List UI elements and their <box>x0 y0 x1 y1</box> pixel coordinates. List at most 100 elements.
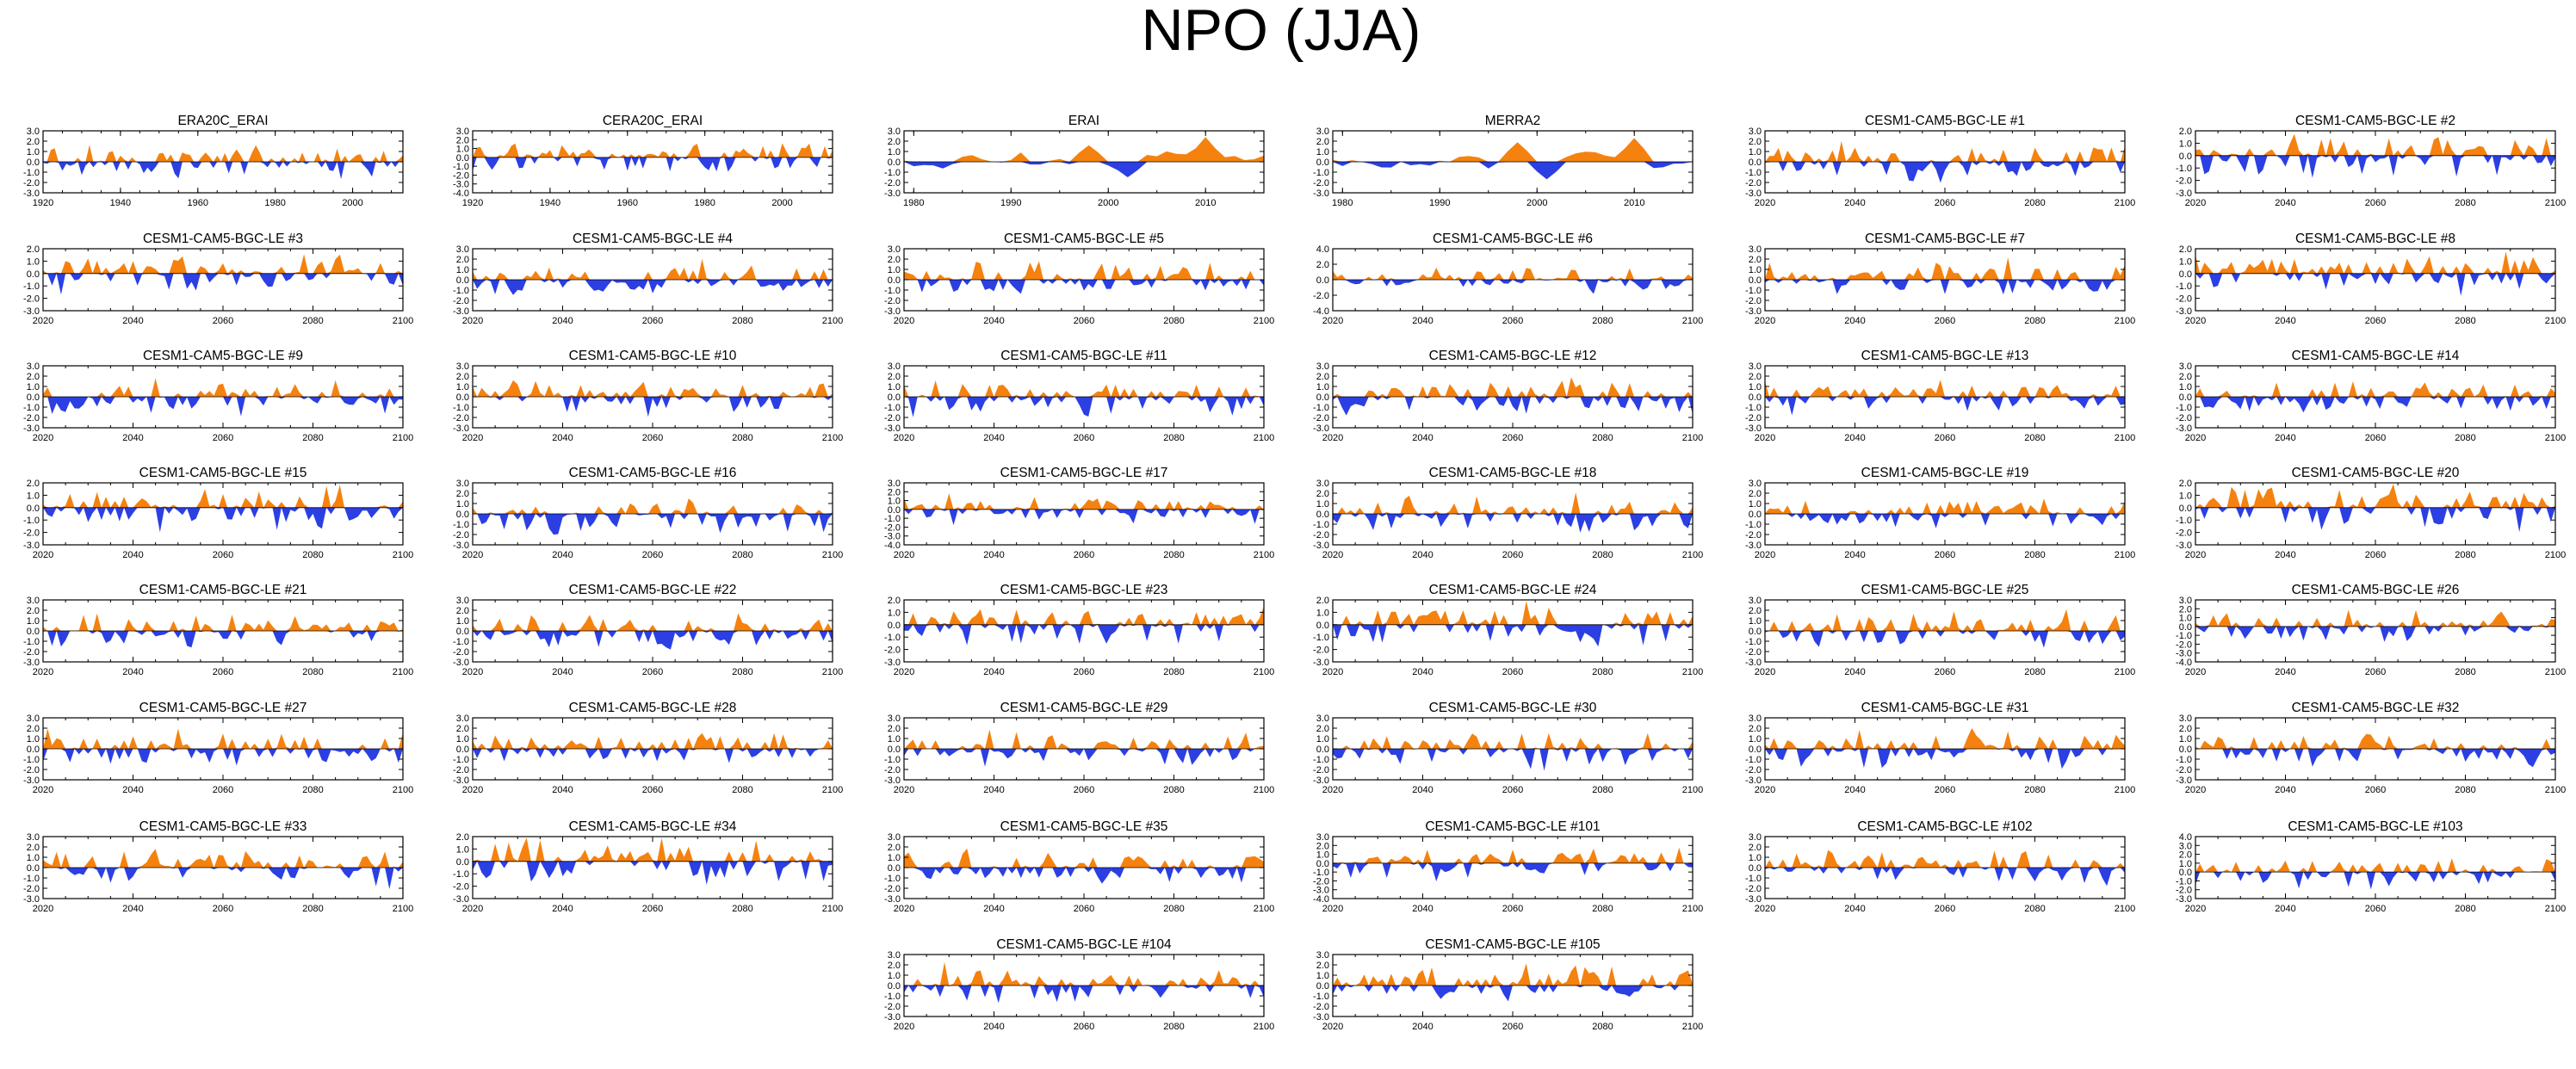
y-tick-label: -4.0 <box>2176 658 2192 668</box>
y-tick-label: 2.0 <box>888 724 901 734</box>
x-tick-label: 2020 <box>1322 550 1343 560</box>
x-tick-label: 2100 <box>822 667 843 677</box>
negative-area <box>473 861 833 885</box>
y-tick-label: -2.0 <box>23 765 40 775</box>
y-tick-label: 0.0 <box>27 158 40 168</box>
positive-area <box>904 848 1264 868</box>
panel-40: CESM1-CAM5-BGC-LE #101 3.02.01.00.0-1.0-2… <box>1313 819 1703 914</box>
x-tick-label: 2080 <box>732 667 752 677</box>
y-tick-label: 3.0 <box>888 832 901 843</box>
negative-area <box>2195 507 2555 533</box>
y-tick-label: 0.0 <box>888 275 901 286</box>
y-tick-label: -1.0 <box>1745 403 1762 413</box>
positive-area <box>1765 380 2125 397</box>
y-tick-label: -1.0 <box>2176 516 2192 526</box>
y-tick-label: -2.0 <box>1313 646 1329 656</box>
y-tick-label: -1.0 <box>1313 633 1329 643</box>
y-tick-label: -1.0 <box>1745 755 1762 765</box>
x-tick-label: 2080 <box>732 785 752 795</box>
y-tick-label: 4.0 <box>2179 832 2192 843</box>
y-tick-label: -3.0 <box>1745 188 1762 199</box>
panel-11: CESM1-CAM5-BGC-LE #7 3.02.01.00.0-1.0-2.0… <box>1745 232 2135 326</box>
y-tick-label: -1.0 <box>2176 281 2192 292</box>
negative-area <box>1333 749 1693 771</box>
y-tick-label: 2.0 <box>456 255 469 265</box>
x-tick-label: 2060 <box>1502 667 1523 677</box>
y-tick-label: 3.0 <box>1316 950 1329 961</box>
x-tick-label: 2020 <box>1322 667 1343 677</box>
y-tick-label: 3.0 <box>456 127 469 137</box>
y-tick-label: 1.0 <box>456 499 469 510</box>
y-tick-label: 3.0 <box>888 714 901 724</box>
y-tick-label: -2.0 <box>453 647 469 658</box>
x-tick-label: 2080 <box>1163 904 1184 914</box>
panel-35: CESM1-CAM5-BGC-LE #31 3.02.01.00.0-1.0-2.… <box>1745 701 2135 795</box>
panel-title: CESM1-CAM5-BGC-LE #8 <box>2295 232 2455 246</box>
positive-area <box>43 254 403 274</box>
x-tick-label: 2020 <box>2185 316 2206 326</box>
y-tick-label: 0.0 <box>27 627 40 637</box>
x-tick-label: 2080 <box>732 316 752 326</box>
panel-title: CESM1-CAM5-BGC-LE #13 <box>1861 349 2029 363</box>
x-tick-label: 2020 <box>1755 667 1775 677</box>
positive-area <box>43 613 403 631</box>
panel-27: CESM1-CAM5-BGC-LE #23 2.0 1.0 0.0 -1.0 -2.0 -3… <box>884 583 1274 677</box>
y-tick-label: -2.0 <box>2176 640 2192 650</box>
x-tick-label: 2080 <box>302 904 323 914</box>
x-tick-label: 2040 <box>2275 316 2295 326</box>
y-tick-label: 2.0 <box>27 244 40 255</box>
panel-title: CESM1-CAM5-BGC-LE #30 <box>1429 701 1597 715</box>
x-tick-label: 2100 <box>822 550 843 560</box>
x-tick-label: 2060 <box>213 904 233 914</box>
x-tick-label: 2020 <box>2185 550 2206 560</box>
x-tick-label: 2020 <box>894 904 914 914</box>
y-tick-label: -3.0 <box>1745 306 1762 317</box>
y-tick-label: 1.0 <box>456 382 469 392</box>
x-tick-label: 2080 <box>1592 904 1613 914</box>
x-tick-label: 2020 <box>1755 433 1775 443</box>
y-tick-label: 2.0 <box>1749 606 1762 616</box>
y-tick-label: 1.0 <box>27 853 40 863</box>
x-tick-label: 2100 <box>393 904 413 914</box>
x-tick-label: 2020 <box>1755 785 1775 795</box>
x-tick-label: 2060 <box>1935 785 1955 795</box>
y-tick-label: -3.0 <box>2176 423 2192 434</box>
y-tick-label: 1.0 <box>27 734 40 745</box>
y-tick-label: 0.0 <box>27 392 40 403</box>
positive-area <box>1765 498 2125 514</box>
y-tick-label: 0.0 <box>27 504 40 514</box>
y-tick-label: -2.0 <box>23 647 40 658</box>
y-tick-label: -1.0 <box>2176 755 2192 765</box>
y-tick-label: -1.0 <box>1313 868 1329 878</box>
y-tick-label: -2.0 <box>1745 296 1762 306</box>
panel-31: CESM1-CAM5-BGC-LE #27 3.02.01.00.0-1.0-2.… <box>23 701 413 795</box>
panel-title: CESM1-CAM5-BGC-LE #16 <box>569 466 737 480</box>
x-tick-label: 2080 <box>2024 904 2045 914</box>
positive-area <box>2195 484 2555 508</box>
x-tick-label: 2060 <box>213 316 233 326</box>
y-tick-label: -3.0 <box>1313 188 1329 199</box>
x-tick-label: 2020 <box>2185 198 2206 208</box>
y-tick-label: -3.0 <box>884 894 901 905</box>
y-tick-label: 3.0 <box>888 479 901 489</box>
panel-10: CESM1-CAM5-BGC-LE #6 4.0 2.0 0.0 -2.0 -4.0202… <box>1313 232 1703 326</box>
y-tick-label: 2.0 <box>27 724 40 734</box>
x-tick-label: 2060 <box>642 316 663 326</box>
negative-area <box>43 162 403 180</box>
x-tick-label: 2100 <box>1682 433 1703 443</box>
x-tick-label: 2000 <box>1098 198 1118 208</box>
y-tick-label: 0.0 <box>1749 392 1762 403</box>
y-tick-label: 2.0 <box>1316 724 1329 734</box>
x-tick-label: 2080 <box>2024 550 2045 560</box>
x-tick-label: 2080 <box>2024 667 2045 677</box>
y-tick-label: 2.0 <box>456 372 469 382</box>
negative-area <box>1765 514 2125 528</box>
positive-area <box>904 606 1264 625</box>
x-tick-label: 2080 <box>1592 667 1613 677</box>
y-tick-label: 3.0 <box>456 361 469 372</box>
y-tick-label: 3.0 <box>456 596 469 606</box>
y-tick-label: -1.0 <box>1745 637 1762 647</box>
positive-area <box>43 378 403 397</box>
panel-title: CESM1-CAM5-BGC-LE #15 <box>139 466 307 480</box>
